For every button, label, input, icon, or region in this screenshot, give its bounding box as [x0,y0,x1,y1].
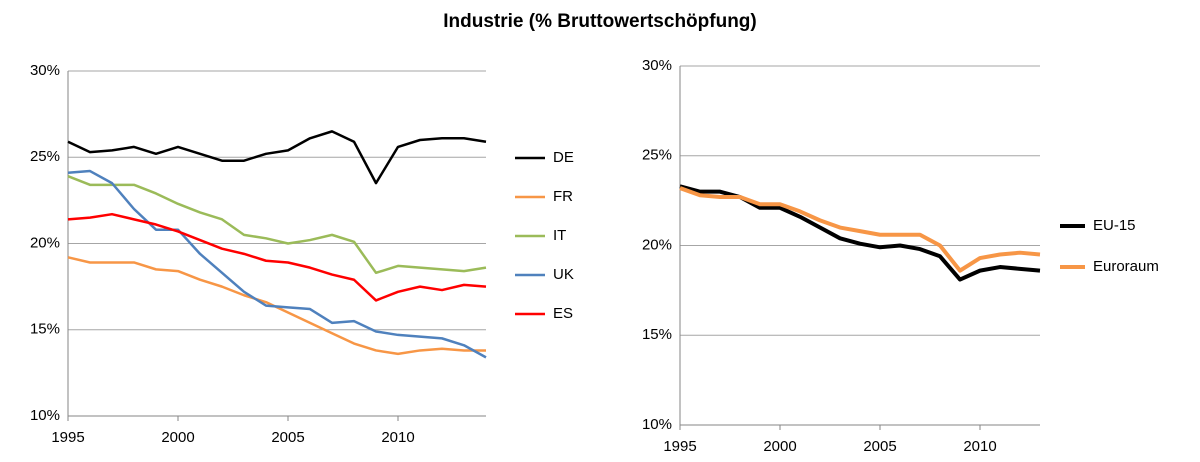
data-line [67,175,487,275]
x-tick-label: 2005 [271,429,304,446]
legend-label: DE [553,149,574,166]
y-tick-label: 15% [30,321,60,338]
y-tick-label: 30% [642,57,672,74]
y-tick-label: 15% [642,326,672,343]
legend-label: Euroraum [1093,258,1159,275]
x-tick-label: 2000 [161,429,194,446]
y-tick-label: 10% [642,416,672,433]
x-tick-label: 1995 [663,438,696,455]
data-line [679,186,1041,273]
legend-label: ES [553,305,573,322]
data-line [67,130,487,185]
legend-label: UK [553,266,574,283]
y-tick-label: 30% [30,62,60,79]
x-tick-label: 1995 [51,429,84,446]
x-tick-label: 2005 [863,438,896,455]
x-tick-label: 2010 [381,429,414,446]
figure-title: Industrie (% Bruttowertschöpfung) [443,11,756,32]
data-line [67,169,487,359]
legend-label: EU-15 [1093,217,1136,234]
y-tick-label: 25% [642,147,672,164]
y-tick-label: 20% [642,236,672,253]
x-tick-label: 2010 [963,438,996,455]
legend-label: IT [553,227,566,244]
y-tick-label: 25% [30,148,60,165]
y-tick-label: 20% [30,234,60,251]
y-tick-label: 10% [30,407,60,424]
x-tick-label: 2000 [763,438,796,455]
legend-label: FR [553,188,573,205]
data-line [67,212,487,302]
